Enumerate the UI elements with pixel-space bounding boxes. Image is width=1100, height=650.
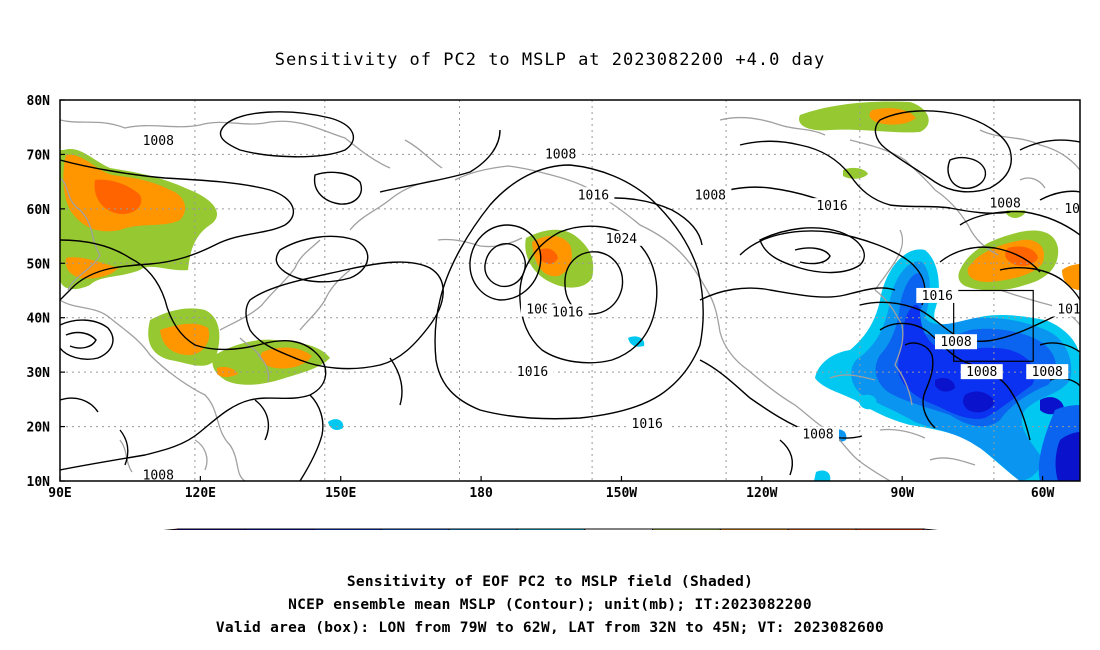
contour-label: 1008	[1032, 365, 1063, 380]
lat-tick-label: 60N	[27, 203, 51, 218]
contour-label: 1016	[578, 188, 609, 203]
longitude-axis: 90E 120E 150E 180 150W 120W 90W 60W	[48, 476, 1054, 501]
lon-tick-label: 150W	[606, 486, 637, 501]
caption-valid-area: Valid area (box): LON from 79W to 62W, L…	[215, 620, 885, 636]
contour-label-bg	[546, 304, 589, 320]
lon-tick-label: 120W	[746, 486, 777, 501]
colorbar-box	[652, 528, 721, 530]
latitude-axis: 80N 70N 60N 50N 40N 30N 20N 10N	[27, 94, 65, 490]
lat-tick-label: 70N	[27, 148, 51, 163]
contour-label: 1016	[816, 199, 847, 214]
contour-label-bg	[935, 334, 978, 350]
colorbar-box	[313, 528, 382, 530]
contour-label: 1008	[989, 196, 1020, 211]
contour-label-bg	[137, 132, 180, 148]
lat-tick-label: 30N	[27, 366, 51, 381]
colorbar-box	[787, 528, 857, 530]
lon-tick-label: 180	[469, 486, 493, 501]
colorbar-box	[380, 528, 450, 530]
colorbar-max-arrow	[923, 528, 939, 530]
lat-tick-label: 50N	[27, 257, 51, 272]
colorbar: -0.9-0.8-0.7-0.6-0.5-0.420.420.50.60.70.…	[163, 528, 939, 530]
contour-label-bg	[960, 364, 1003, 380]
map-title: Sensitivity of PC2 to MSLP at 2023082200…	[274, 50, 826, 70]
lon-tick-label: 90E	[48, 486, 71, 501]
lon-tick-label: 90W	[890, 486, 914, 501]
lat-tick-label: 20N	[27, 421, 51, 436]
contour-label: 1008	[966, 365, 997, 380]
colorbar-box	[245, 528, 315, 530]
contour-labels: 1008 1008 1016 1016 1008 1016 1008 1016 1024 1008…	[137, 132, 1095, 484]
colorbar-box	[516, 528, 586, 530]
contour-label-bg	[984, 195, 1027, 211]
contour-label: 1016	[1064, 202, 1095, 217]
colorbar-box	[584, 528, 654, 530]
contour-label-bg	[572, 187, 615, 203]
colorbar-box	[855, 528, 925, 530]
caption-contour: NCEP ensemble mean MSLP (Contour); unit(…	[288, 597, 812, 613]
contour-label-bg	[1059, 200, 1080, 216]
contour-label-bg	[1026, 364, 1069, 380]
contour-label: 1008	[143, 134, 174, 149]
contour-label: 1008	[940, 335, 971, 350]
colorbar-box	[177, 528, 247, 530]
contour-label-bg	[626, 415, 669, 431]
contour-label-bg	[811, 198, 854, 214]
colorbar-min-arrow	[163, 528, 179, 530]
lat-tick-label: 40N	[27, 312, 51, 327]
lon-tick-label: 60W	[1031, 486, 1055, 501]
map-frame	[59, 99, 1081, 482]
sensitivity-map: 1008 1008 1016 1016 1008 1016 1008 1016 1024 1008…	[27, 94, 1095, 530]
contour-label: 1008	[695, 188, 726, 203]
contour-label: 1016	[517, 365, 548, 380]
contour-label-bg	[689, 187, 732, 203]
contour-label: 1016	[552, 305, 583, 320]
contour-label-bg	[539, 146, 582, 162]
valid-area-box	[953, 289, 1034, 362]
contour-label: 1008	[143, 469, 174, 484]
contour-label-bg	[137, 467, 180, 481]
contour-label-bg	[916, 287, 959, 303]
contour-label: 1016	[922, 289, 953, 304]
contour-label: 1008	[545, 147, 576, 162]
contour-label-bg	[796, 426, 839, 442]
contour-label: 1016	[632, 417, 663, 432]
lon-tick-label: 150E	[325, 486, 356, 501]
contour-label-bg	[600, 230, 643, 246]
mslp-contours	[60, 110, 1080, 481]
contour-label-bg	[1051, 301, 1080, 317]
colorbar-box	[719, 528, 789, 530]
contour-label-bg	[511, 364, 554, 380]
contour-label: 1016	[1057, 303, 1088, 318]
lat-tick-label: 80N	[27, 94, 51, 109]
lon-tick-label: 120E	[185, 486, 216, 501]
contour-label: 1024	[606, 232, 637, 247]
lat-tick-label: 10N	[27, 475, 51, 490]
contour-label: 1008	[802, 428, 833, 443]
caption-shaded: Sensitivity of EOF PC2 to MSLP field (Sh…	[346, 574, 754, 590]
colorbar-box	[448, 528, 518, 530]
